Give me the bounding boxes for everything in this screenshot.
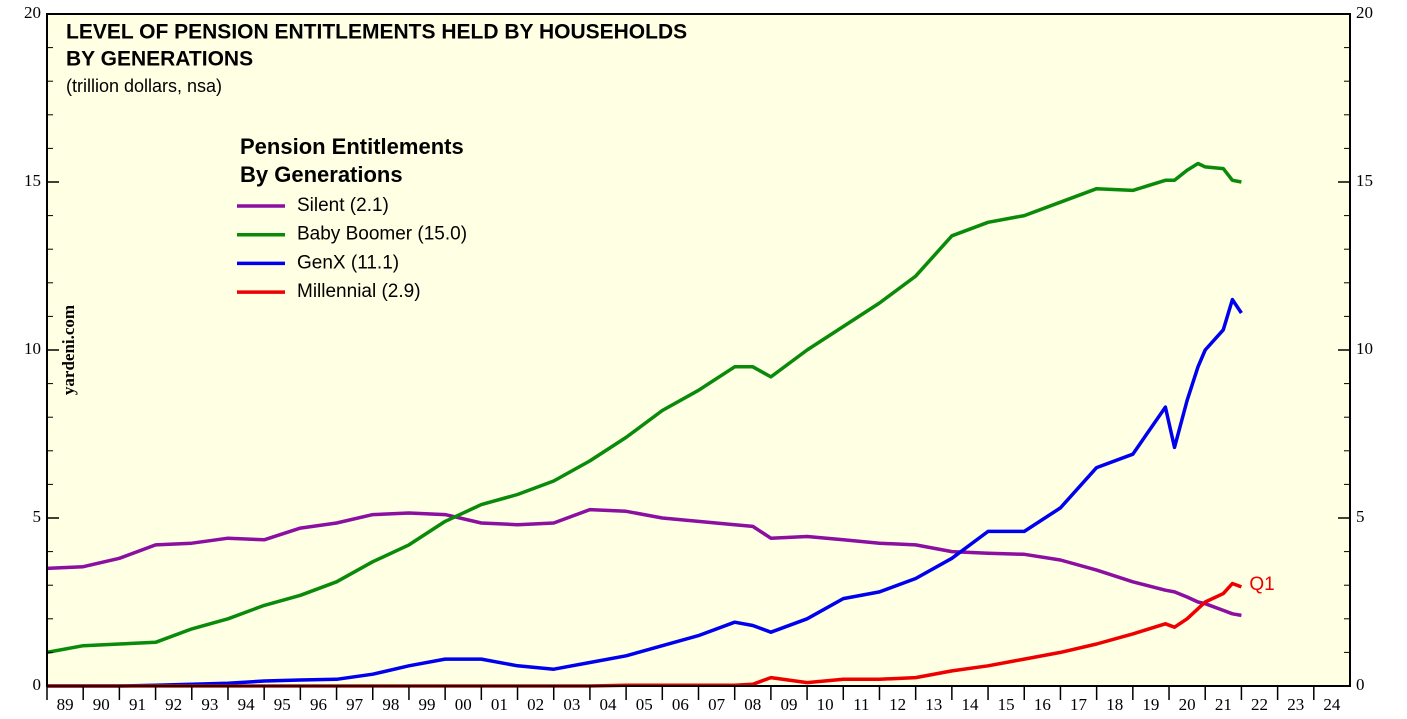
x-tick-label: 10 (817, 695, 834, 714)
x-tick-label: 18 (1106, 695, 1123, 714)
x-tick-label: 94 (238, 695, 256, 714)
legend-title: By Generations (240, 162, 403, 187)
y-tick-label: 15 (24, 171, 41, 190)
x-tick-label: 96 (310, 695, 327, 714)
x-tick-label: 91 (129, 695, 146, 714)
x-tick-label: 04 (600, 695, 618, 714)
x-tick-label: 12 (889, 695, 906, 714)
x-tick-label: 14 (961, 695, 979, 714)
annotation: Q1 (1249, 574, 1274, 595)
series-line (46, 507, 1242, 618)
y-tick-label: 20 (24, 3, 41, 22)
x-tick-label: 16 (1034, 695, 1051, 714)
x-tick-label: 06 (672, 695, 689, 714)
x-tick-label: 05 (636, 695, 653, 714)
legend-label: Millennial (2.9) (297, 281, 421, 302)
series-line (47, 297, 1243, 688)
x-tick-label: 02 (527, 695, 544, 714)
plot-background (47, 14, 1350, 686)
x-tick-label: 08 (744, 695, 761, 714)
legend-title: Pension Entitlements (240, 134, 464, 159)
y-tick-label: 0 (33, 675, 42, 694)
y-tick-label: 10 (24, 339, 41, 358)
x-tick-label: 21 (1215, 695, 1232, 714)
chart-title: LEVEL OF PENSION ENTITLEMENTS HELD BY HO… (66, 21, 687, 44)
x-tick-label: 07 (708, 695, 726, 714)
legend-label: Silent (2.1) (297, 195, 389, 216)
legend-label: Baby Boomer (15.0) (297, 224, 467, 245)
x-tick-label: 03 (563, 695, 580, 714)
x-tick-label: 23 (1287, 695, 1304, 714)
x-tick-label: 92 (165, 695, 182, 714)
x-tick-label: 09 (780, 695, 797, 714)
x-tick-label: 20 (1179, 695, 1196, 714)
x-tick-label: 99 (419, 695, 436, 714)
x-tick-label: 89 (57, 695, 74, 714)
x-tick-label: 93 (201, 695, 218, 714)
x-tick-label: 22 (1251, 695, 1268, 714)
x-tick-label: 11 (853, 695, 869, 714)
x-tick-label: 13 (925, 695, 942, 714)
y2-tick-label: 20 (1356, 3, 1373, 22)
chart-title: BY GENERATIONS (66, 48, 253, 71)
x-tick-label: 97 (346, 695, 364, 714)
x-tick-label: 90 (93, 695, 110, 714)
x-tick-label: 98 (382, 695, 399, 714)
y2-tick-label: 10 (1356, 339, 1373, 358)
x-tick-label: 19 (1142, 695, 1159, 714)
y2-tick-label: 15 (1356, 171, 1373, 190)
y2-tick-label: 0 (1356, 675, 1365, 694)
series-line (46, 161, 1242, 655)
chart-subtitle: (trillion dollars, nsa) (66, 76, 222, 96)
legend-label: GenX (11.1) (297, 252, 399, 273)
y-tick-label: 5 (33, 507, 42, 526)
x-tick-label: 01 (491, 695, 508, 714)
x-tick-label: 95 (274, 695, 291, 714)
watermark: yardeni.com (59, 305, 78, 395)
x-tick-label: 24 (1323, 695, 1341, 714)
x-tick-label: 15 (998, 695, 1015, 714)
y2-tick-label: 5 (1356, 507, 1365, 526)
x-tick-label: 00 (455, 695, 472, 714)
x-tick-label: 17 (1070, 695, 1088, 714)
